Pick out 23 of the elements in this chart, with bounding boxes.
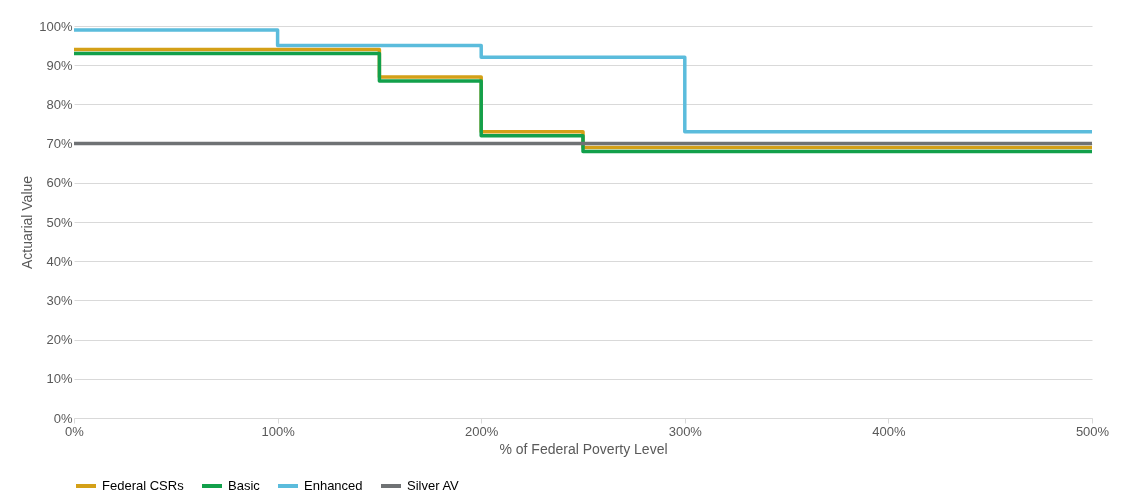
legend-label: Federal CSRs bbox=[102, 478, 185, 493]
x-tick-label: 300% bbox=[668, 423, 703, 439]
legend-label: Silver AV bbox=[407, 478, 460, 493]
y-tick-label: 10% bbox=[46, 371, 73, 387]
legend-label: Basic bbox=[228, 478, 261, 493]
y-tick-label: 60% bbox=[46, 175, 73, 191]
x-tick-label: 400% bbox=[872, 423, 906, 439]
x-tick-label: 100% bbox=[261, 423, 296, 439]
y-tick-label: 40% bbox=[46, 253, 73, 269]
y-tick-label: 100% bbox=[39, 18, 73, 34]
x-axis-title: % of Federal Poverty Level bbox=[499, 440, 668, 457]
y-tick-label: 20% bbox=[46, 332, 73, 348]
x-tick-label: 500% bbox=[1075, 423, 1110, 439]
y-axis-title: Actuarial Value bbox=[19, 175, 36, 270]
x-tick-label: 0% bbox=[65, 423, 85, 439]
y-tick-label: 70% bbox=[46, 136, 73, 152]
x-tick-label: 200% bbox=[465, 423, 499, 439]
y-tick-label: 30% bbox=[46, 292, 73, 308]
y-tick-label: 50% bbox=[46, 214, 73, 230]
y-tick-label: 80% bbox=[46, 96, 73, 112]
y-tick-label: 90% bbox=[46, 57, 73, 73]
y-tick-label: 0% bbox=[53, 410, 73, 426]
legend-label: Enhanced bbox=[304, 478, 363, 493]
